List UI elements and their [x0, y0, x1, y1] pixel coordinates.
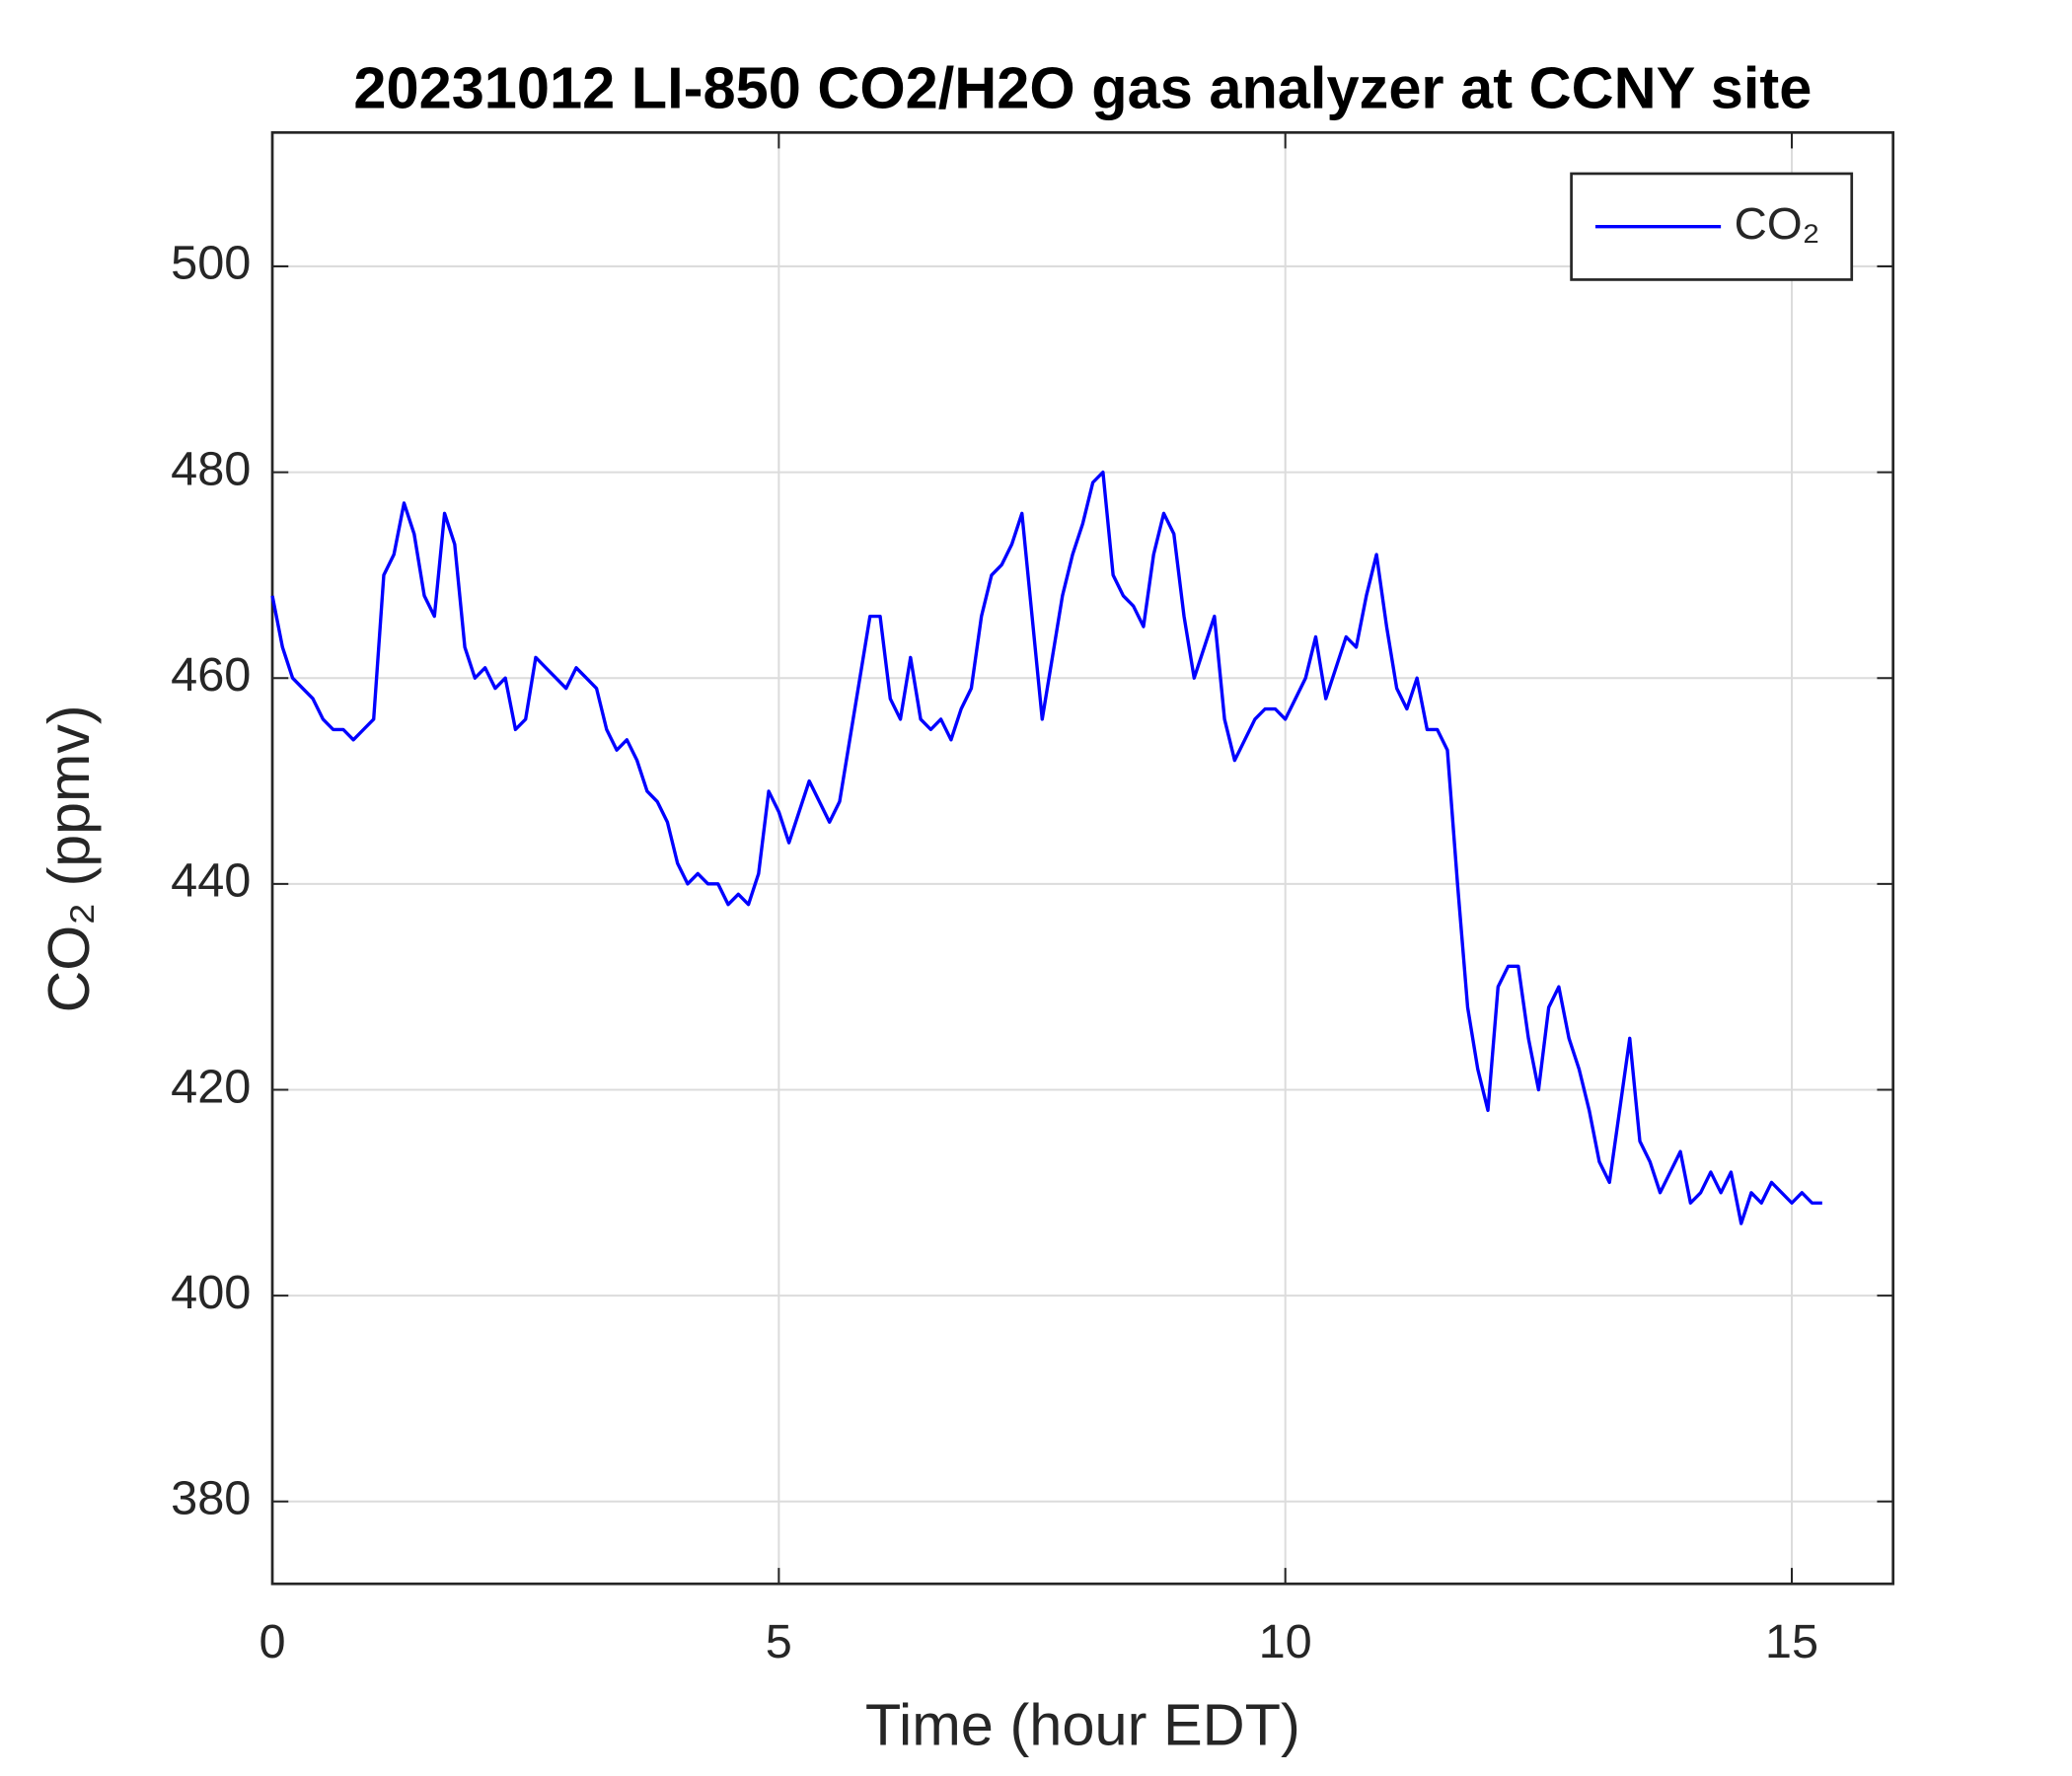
x-tick-label: 15: [1765, 1615, 1818, 1668]
x-tick-label: 0: [259, 1615, 285, 1668]
y-tick-label: 400: [171, 1266, 251, 1319]
data-line: [270, 470, 1822, 1225]
y-tick-label: 440: [171, 854, 251, 908]
y-tick-label: 380: [171, 1472, 251, 1525]
legend-label: CO₂: [1735, 198, 1820, 249]
plot-frame: [270, 130, 1895, 1586]
y-tick-label: 500: [171, 237, 251, 290]
chart-title: 20231012 LI-850 CO2/H2O gas analyzer at …: [353, 55, 1812, 121]
y-tick-label: 420: [171, 1060, 251, 1113]
y-tick-label: 460: [171, 648, 251, 702]
x-axis-label: Time (hour EDT): [865, 1692, 1300, 1758]
x-tick-label: 10: [1259, 1615, 1312, 1668]
x-tick-label: 5: [766, 1615, 792, 1668]
y-axis-label: CO₂ (ppmv): [36, 705, 102, 1013]
y-tick-label: 480: [171, 443, 251, 496]
